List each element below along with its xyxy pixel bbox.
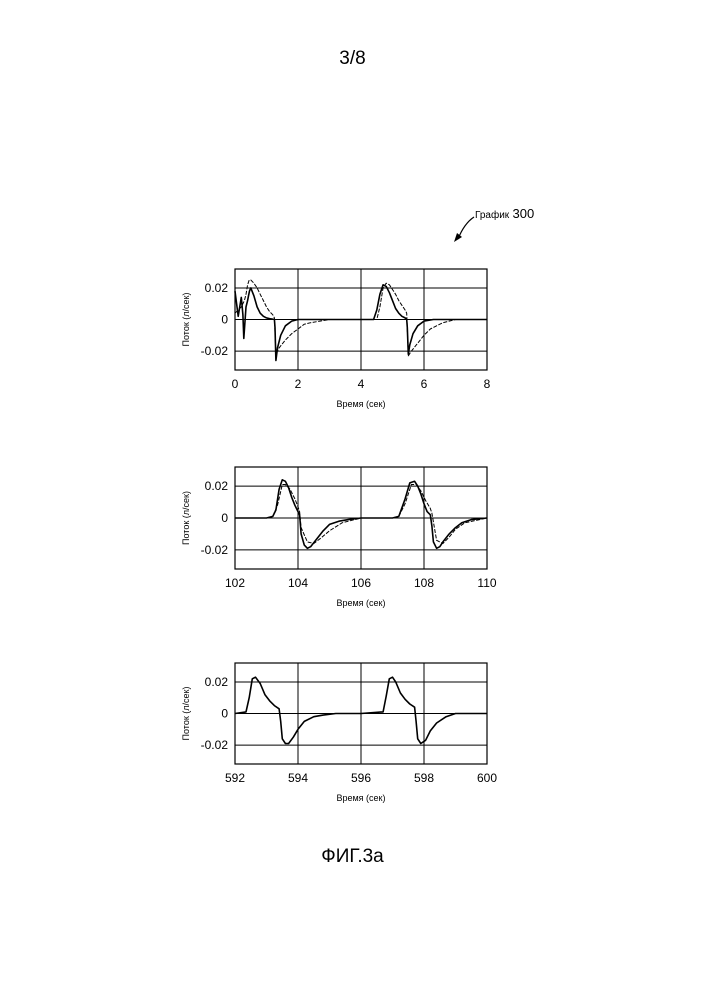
y-tick-label: 0.02 [205, 281, 229, 295]
x-axis-label: Время (сек) [336, 598, 385, 608]
callout-text: График [475, 210, 509, 221]
x-tick-label: 600 [477, 771, 497, 785]
page-number: 3/8 [0, 48, 705, 70]
y-tick-label: 0.02 [205, 675, 229, 689]
x-tick-label: 8 [484, 377, 491, 391]
y-axis-label: Поток (л/сек) [181, 687, 191, 741]
callout-number: 300 [513, 206, 535, 221]
x-tick-label: 102 [225, 576, 245, 590]
x-tick-label: 0 [232, 377, 239, 391]
y-axis-label: Поток (л/сек) [181, 293, 191, 347]
x-axis-label: Время (сек) [336, 399, 385, 409]
callout-arrow-icon [450, 215, 480, 245]
x-axis-label: Время (сек) [336, 793, 385, 803]
x-tick-label: 106 [351, 576, 371, 590]
y-axis-label: Поток (л/сек) [181, 491, 191, 545]
y-tick-label: 0 [221, 511, 228, 525]
x-tick-label: 110 [477, 576, 496, 590]
flow-chart-2: 102 104 106 108 110 0.02 0 -0.02 Время (сек) Пото… [0, 455, 705, 615]
x-tick-label: 596 [351, 771, 371, 785]
flow-chart-3: 592 594 596 598 600 0.02 0 -0.02 Время (сек) Пото… [0, 652, 705, 812]
x-tick-label: 598 [414, 771, 434, 785]
y-tick-label: -0.02 [201, 344, 229, 358]
callout-label: График 300 [475, 206, 534, 221]
x-tick-label: 6 [421, 377, 428, 391]
x-tick-label: 2 [295, 377, 302, 391]
y-tick-label: 0 [221, 707, 228, 721]
x-tick-label: 592 [225, 771, 245, 785]
y-tick-label: -0.02 [201, 738, 229, 752]
x-tick-label: 104 [288, 576, 308, 590]
y-tick-label: 0 [221, 313, 228, 327]
x-tick-label: 594 [288, 771, 308, 785]
y-tick-label: -0.02 [201, 543, 229, 557]
x-tick-label: 108 [414, 576, 434, 590]
flow-chart-1: 0 2 4 6 8 0.02 0 -0.02 Время (сек) Поток (л/сек) [0, 255, 705, 415]
x-tick-label: 4 [358, 377, 365, 391]
figure-caption: ФИГ.3а [0, 846, 705, 868]
y-tick-label: 0.02 [205, 479, 229, 493]
